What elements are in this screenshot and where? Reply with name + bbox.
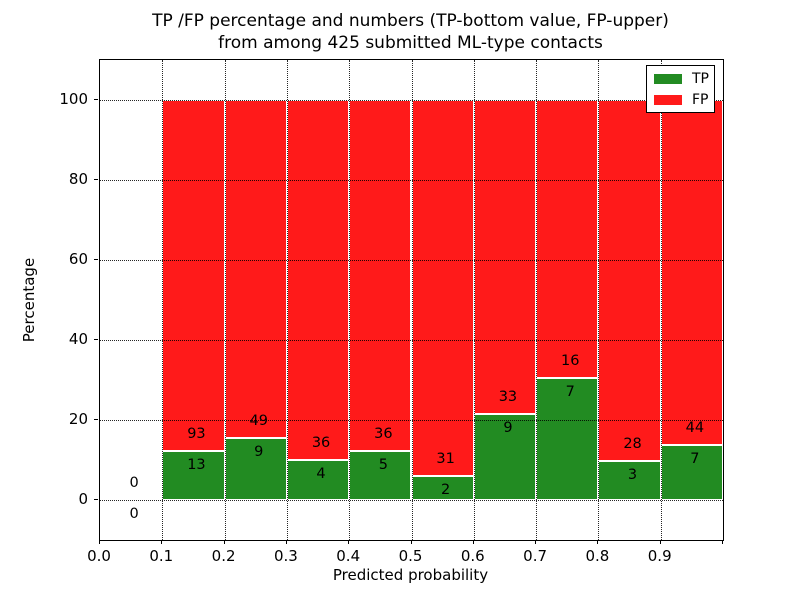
gridline-vertical	[598, 60, 600, 540]
tp-count-label: 3	[627, 467, 638, 484]
gridline-vertical	[473, 60, 475, 540]
legend-label: FP	[692, 91, 709, 108]
fp-count-label: 28	[623, 436, 642, 453]
y-tick-label: 100	[59, 90, 88, 108]
gridline-vertical	[411, 60, 413, 540]
gridline-vertical	[536, 60, 538, 540]
y-tick	[94, 259, 98, 260]
y-axis-label: Percentage	[20, 257, 38, 343]
tp-count-label: 7	[565, 384, 575, 401]
tp-bar-segment	[660, 445, 723, 500]
legend: TP FP	[646, 65, 715, 113]
gridline-horizontal	[100, 180, 723, 181]
gridline-horizontal	[100, 420, 723, 421]
fp-bar-segment	[598, 100, 661, 462]
fp-count-label: 36	[374, 426, 393, 443]
tp-count-label: 7	[690, 451, 700, 468]
chart-title: TP /FP percentage and numbers (TP-bottom…	[99, 10, 722, 54]
x-tick	[410, 540, 412, 544]
x-tick	[348, 540, 350, 544]
y-tick-label: 0	[78, 490, 88, 508]
x-tick-label: 0.7	[523, 547, 548, 565]
tp-count-label: 4	[316, 466, 326, 482]
fp-bar-segment	[162, 100, 225, 451]
x-tick	[472, 540, 474, 544]
fp-bar-segment	[224, 100, 287, 438]
tp-count-label: 9	[503, 420, 513, 437]
x-tick-label: 0.4	[336, 547, 361, 565]
tp-count-label: 13	[187, 456, 206, 473]
x-tick-label: 0.5	[398, 547, 423, 565]
fp-bar-segment	[536, 100, 599, 379]
gridline-horizontal	[100, 100, 723, 101]
tp-bar-segment	[536, 378, 599, 500]
plot-area: 0 0 93 13 49 9 36 4 36 5 31 2 33 9 16 7 28 3 44 7	[99, 59, 724, 541]
x-tick-label: 0.0	[87, 547, 111, 565]
gridline-vertical	[349, 60, 351, 540]
tp-bar-segment	[349, 451, 412, 500]
x-tick	[99, 540, 100, 544]
x-tick-label: 0.8	[585, 547, 610, 565]
fp-count-label: 33	[498, 389, 518, 406]
gridline-vertical	[162, 60, 164, 540]
fp-bar-segment	[473, 100, 537, 415]
fp-bar-segment	[349, 100, 412, 452]
chart-title-line2: from among 425 submitted ML-type contact…	[218, 33, 603, 53]
y-tick-label: 80	[68, 170, 88, 188]
fp-count-label: 0	[129, 475, 139, 491]
fp-count-label: 16	[561, 353, 580, 370]
x-tick-label: 0.9	[647, 547, 672, 565]
x-tick	[722, 540, 723, 544]
fp-count-label: 93	[187, 425, 206, 442]
chart-title-line1: TP /FP percentage and numbers (TP-bottom…	[152, 11, 669, 31]
x-tick	[161, 540, 163, 544]
tp-bar-segment	[224, 437, 287, 500]
x-tick-label: 0.6	[460, 547, 485, 565]
y-tick-label: 60	[68, 250, 88, 268]
gridline-vertical	[660, 60, 662, 540]
fp-count-label: 36	[311, 435, 331, 451]
gridline-horizontal	[100, 500, 723, 501]
x-tick	[223, 540, 225, 544]
fp-count-label: 49	[249, 412, 268, 429]
legend-swatch-fp	[654, 94, 682, 105]
legend-swatch-tp	[654, 73, 682, 84]
fp-bar-segment	[660, 100, 723, 446]
x-tick	[597, 540, 599, 544]
x-tick	[659, 540, 661, 544]
tp-count-label: 2	[441, 481, 451, 498]
x-tick	[285, 540, 287, 544]
x-tick-label: 0.2	[211, 547, 236, 565]
tp-count-label: 0	[129, 506, 139, 522]
legend-item: TP	[654, 70, 709, 87]
legend-label: TP	[692, 70, 709, 87]
x-tick-label: 0.3	[273, 547, 298, 565]
fp-bar-segment	[411, 100, 474, 476]
y-tick-label: 40	[68, 330, 88, 348]
gridline-horizontal	[100, 340, 723, 341]
fp-count-label: 31	[436, 450, 455, 467]
y-tick	[94, 419, 98, 420]
y-tick-label: 20	[68, 410, 88, 428]
y-tick	[94, 339, 98, 340]
tp-count-label: 5	[378, 457, 388, 474]
gridline-horizontal	[100, 260, 723, 261]
y-tick	[94, 499, 98, 500]
fp-bar-segment	[286, 100, 350, 460]
gridline-vertical	[224, 60, 226, 540]
x-axis-label: Predicted probability	[332, 566, 489, 584]
gridline-vertical	[286, 60, 288, 540]
y-tick	[94, 179, 98, 180]
fp-count-label: 44	[685, 420, 705, 437]
legend-item: FP	[654, 91, 709, 108]
x-tick	[535, 540, 537, 544]
tp-bar-segment	[162, 450, 225, 500]
x-tick-label: 0.1	[149, 547, 174, 565]
y-tick	[94, 99, 98, 100]
tp-count-label: 9	[254, 443, 264, 460]
